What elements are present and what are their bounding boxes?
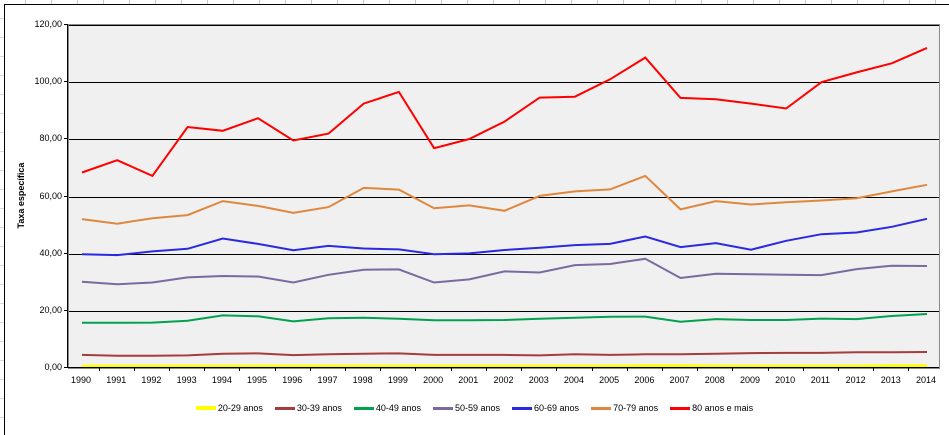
legend-label: 20-29 anos [217,403,263,413]
legend-item-20-29-anos: 20-29 anos [195,403,263,413]
y-tick-mark [64,24,68,25]
x-tick-mark [239,368,241,371]
legend-label: 60-69 anos [534,403,580,413]
x-tick-mark [767,368,769,371]
legend-label: 70-79 anos [613,403,659,413]
series-line-70-79-anos [81,174,928,225]
x-tick-mark [415,368,417,371]
x-tick-mark [133,368,135,371]
legend-swatch [195,406,216,410]
legend-swatch [591,406,612,410]
x-tick-mark [169,368,171,371]
y-tick-mark [64,138,68,139]
x-tick-label: 2012 [845,375,866,385]
plot-area [68,24,940,369]
x-tick-label: 2001 [458,375,479,385]
x-tick-mark [98,368,100,371]
legend-swatch [274,406,295,410]
legend-label: 30-39 anos [296,403,342,413]
x-tick-label: 1999 [387,375,408,385]
legend-item-70-79-anos: 70-79 anos [591,403,658,413]
chart-legend: 20-29 anos 30-39 anos 40-49 anos 50-59 anos… [0,403,949,413]
x-tick-label: 2013 [880,375,901,385]
x-tick-mark [274,368,276,371]
legend-item-30-39-anos: 30-39 anos [274,403,342,413]
x-tick-label: 1992 [141,375,162,385]
x-axis-line [67,367,939,368]
legend-item-60-69-anos: 60-69 anos [512,403,579,413]
series-line-60-69-anos [81,217,928,257]
x-tick-mark [908,368,910,371]
x-tick-label: 2005 [599,375,620,385]
series-line-80-anos-e-mais [81,46,928,178]
y-tick-label: 20,00 [39,304,62,315]
y-tick-label: 100,00 [34,76,62,87]
x-tick-label: 2002 [493,375,514,385]
x-tick-label: 1994 [211,375,232,385]
x-tick-label: 1991 [106,375,127,385]
x-tick-mark [626,368,628,371]
legend-item-80-anos-e-mais: 80 anos e mais [670,403,753,413]
x-tick-label: 2004 [563,375,584,385]
legend-swatch [432,406,453,410]
legend-label: 80 anos e mais [692,403,754,413]
y-tick-label: 120,00 [34,19,62,29]
legend-label: 50-59 anos [454,403,501,413]
x-tick-mark [204,368,206,371]
x-tick-label: 2008 [704,375,725,385]
x-tick-mark [450,368,452,371]
x-tick-mark [802,368,804,371]
legend-item-50-59-anos: 50-59 anos [432,403,501,413]
x-tick-label: 1993 [176,375,197,385]
x-tick-label: 2010 [775,375,796,385]
x-tick-label: 1996 [282,375,303,385]
chart-canvas [69,25,939,368]
series-line-50-59-anos [81,257,928,286]
series-line-30-39-anos [81,351,928,357]
x-tick-label: 2003 [528,375,549,385]
y-tick-mark [64,253,68,254]
legend-item-40-49-anos: 40-49 anos [353,403,421,413]
x-tick-mark [521,368,523,371]
x-tick-mark [732,368,734,371]
spreadsheet-column-gridlines [0,0,949,4]
x-tick-label: 2007 [669,375,690,385]
y-tick-label: 40,00 [39,247,62,258]
x-tick-mark [837,368,839,371]
x-tick-mark [485,368,487,371]
x-tick-label: 2006 [634,375,655,385]
legend-swatch [670,406,691,410]
y-tick-mark [64,196,68,197]
x-tick-label: 2014 [915,375,937,385]
x-tick-mark [309,368,311,371]
x-tick-label: 1998 [352,375,373,385]
y-tick-label: 60,00 [39,190,62,201]
legend-swatch [512,406,533,410]
x-tick-label: 1990 [70,375,92,385]
legend-swatch [353,406,374,410]
x-tick-mark [591,368,593,371]
x-tick-mark [345,368,347,371]
x-tick-label: 2009 [739,375,760,385]
series-line-40-49-anos [82,313,928,324]
x-tick-mark [697,368,699,371]
x-tick-mark [873,368,875,371]
y-tick-mark [64,310,68,311]
y-tick-mark [64,81,68,82]
y-tick-label: 80,00 [39,133,62,144]
x-tick-mark [661,368,663,371]
x-tick-mark [556,368,558,371]
x-tick-label: 1997 [317,375,338,385]
y-tick-mark [64,367,68,368]
x-tick-label: 2011 [810,375,831,385]
y-tick-label: 0,00 [44,362,62,372]
legend-label: 40-49 anos [375,403,421,413]
x-tick-mark [380,368,382,371]
x-tick-label: 2000 [423,375,444,385]
x-tick-label: 1995 [247,375,268,385]
spreadsheet-row-gridlines [0,0,4,435]
